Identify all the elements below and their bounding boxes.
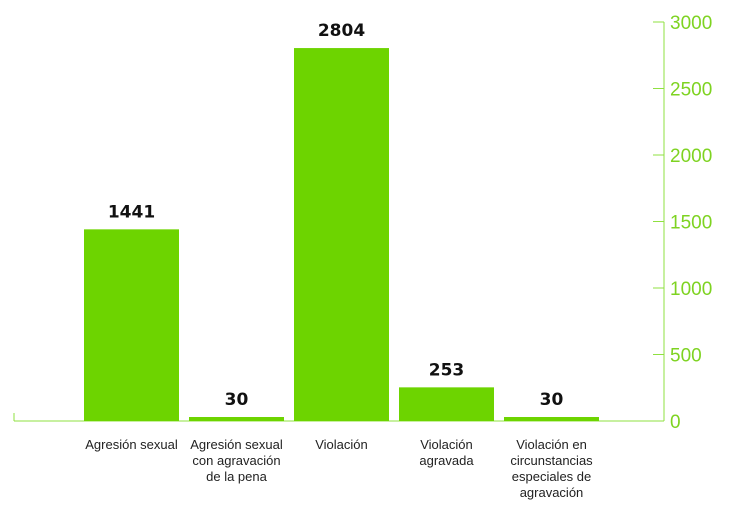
- x-tick-label: Violación en circunstancias especiales d…: [510, 437, 593, 500]
- data-label: 1441: [108, 202, 155, 222]
- x-tick-label: Agresión sexual con agravación de la pen…: [190, 437, 283, 484]
- x-tick-label: Violación agravada: [419, 437, 474, 468]
- x-tick-label: Violación: [315, 437, 368, 452]
- y-axis: 0 500 1000 1500 2000 2500 3000: [13, 13, 712, 433]
- value-labels: 1441 30 2804 253 30: [108, 21, 564, 410]
- bar: [399, 387, 494, 421]
- bar: [294, 48, 389, 422]
- bars: [84, 48, 599, 422]
- data-label: 30: [540, 390, 564, 410]
- y-tick-label: 500: [670, 346, 702, 367]
- y-tick-label: 2000: [670, 146, 712, 167]
- x-tick-label: Agresión sexual: [85, 437, 178, 452]
- y-tick-label: 0: [670, 412, 681, 433]
- data-label: 2804: [318, 21, 365, 41]
- bar: [504, 417, 599, 421]
- data-label: 253: [429, 360, 465, 380]
- data-label: 30: [225, 390, 249, 410]
- y-tick-label: 1000: [670, 279, 712, 300]
- y-tick-label: 2500: [670, 80, 712, 101]
- y-tick-label: 3000: [670, 13, 712, 34]
- bar: [84, 229, 179, 421]
- y-tick-label: 1500: [670, 213, 712, 234]
- bar: [189, 417, 284, 421]
